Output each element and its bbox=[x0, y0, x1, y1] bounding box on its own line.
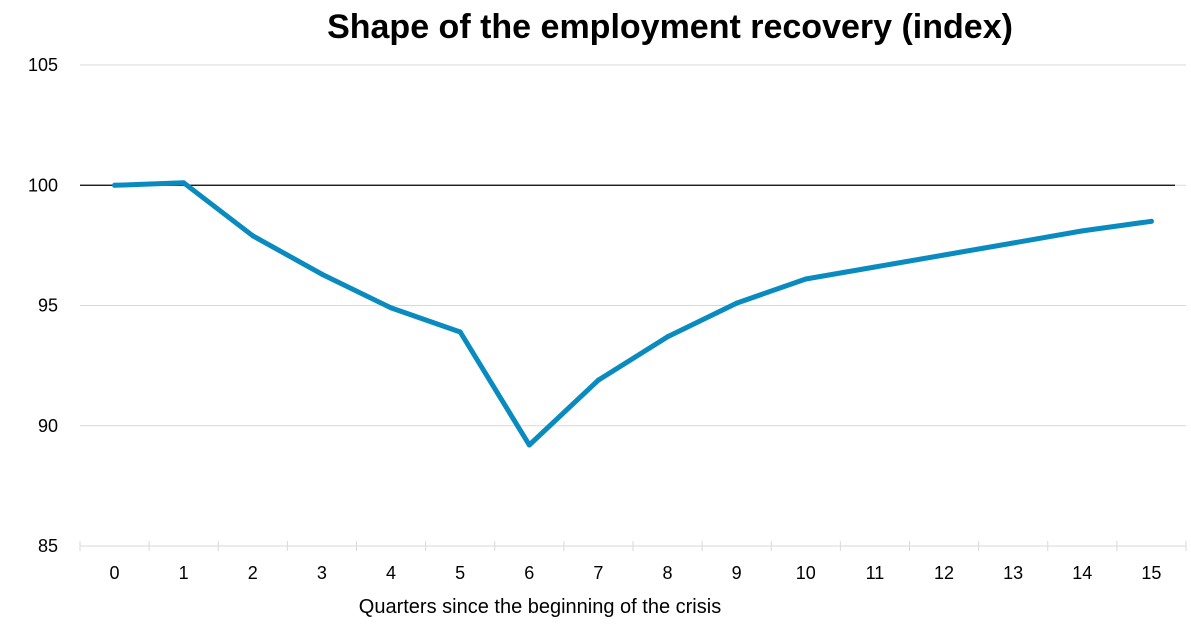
gridlines bbox=[80, 64, 1186, 427]
data-point bbox=[1010, 240, 1016, 246]
y-tick-label: 100 bbox=[28, 175, 58, 195]
y-tick-label: 90 bbox=[38, 416, 58, 436]
data-point bbox=[181, 180, 187, 186]
x-tick-label: 14 bbox=[1072, 563, 1092, 583]
x-axis-label: Quarters since the beginning of the cris… bbox=[358, 596, 722, 618]
data-point bbox=[1148, 218, 1154, 224]
data-point bbox=[457, 329, 463, 335]
x-tick-label: 8 bbox=[663, 563, 673, 583]
y-tick-label: 95 bbox=[38, 296, 58, 316]
x-tick-label: 12 bbox=[934, 563, 954, 583]
y-tick-label: 85 bbox=[38, 536, 58, 556]
x-tick-label: 0 bbox=[110, 563, 120, 583]
data-point bbox=[665, 334, 671, 340]
data-point bbox=[872, 264, 878, 270]
x-tick-label: 15 bbox=[1141, 563, 1161, 583]
x-tick-label: 3 bbox=[317, 563, 327, 583]
axes bbox=[79, 184, 1187, 551]
y-tick-label: 105 bbox=[28, 55, 58, 75]
data-point bbox=[250, 233, 256, 239]
chart-title: Shape of the employment recovery (index) bbox=[327, 8, 1013, 46]
series-line-0 bbox=[112, 180, 1154, 448]
data-point bbox=[1079, 228, 1085, 234]
x-tick-label: 6 bbox=[524, 563, 534, 583]
x-tick-labels: 0 1 2 3 4 5 6 7 8 9 10 11 12 13 14 15 bbox=[110, 563, 1162, 583]
data-point bbox=[388, 305, 394, 311]
data-point bbox=[803, 276, 809, 282]
series-layer bbox=[112, 180, 1154, 448]
data-point bbox=[112, 182, 118, 188]
x-tick-label: 7 bbox=[593, 563, 603, 583]
x-tick-label: 13 bbox=[1003, 563, 1023, 583]
x-tick-label: 2 bbox=[248, 563, 258, 583]
x-tick-label: 5 bbox=[455, 563, 465, 583]
data-point bbox=[319, 271, 325, 277]
x-tick-label: 1 bbox=[179, 563, 189, 583]
y-tick-labels: 85 90 95 100 105 bbox=[28, 55, 58, 556]
data-point bbox=[941, 252, 947, 258]
x-tick-label: 11 bbox=[866, 563, 885, 583]
data-point bbox=[526, 442, 532, 448]
data-point bbox=[734, 300, 740, 306]
data-point bbox=[595, 377, 601, 383]
x-tick-label: 4 bbox=[386, 563, 396, 583]
x-tick-label: 9 bbox=[732, 563, 742, 583]
x-tick-label: 10 bbox=[796, 563, 816, 583]
